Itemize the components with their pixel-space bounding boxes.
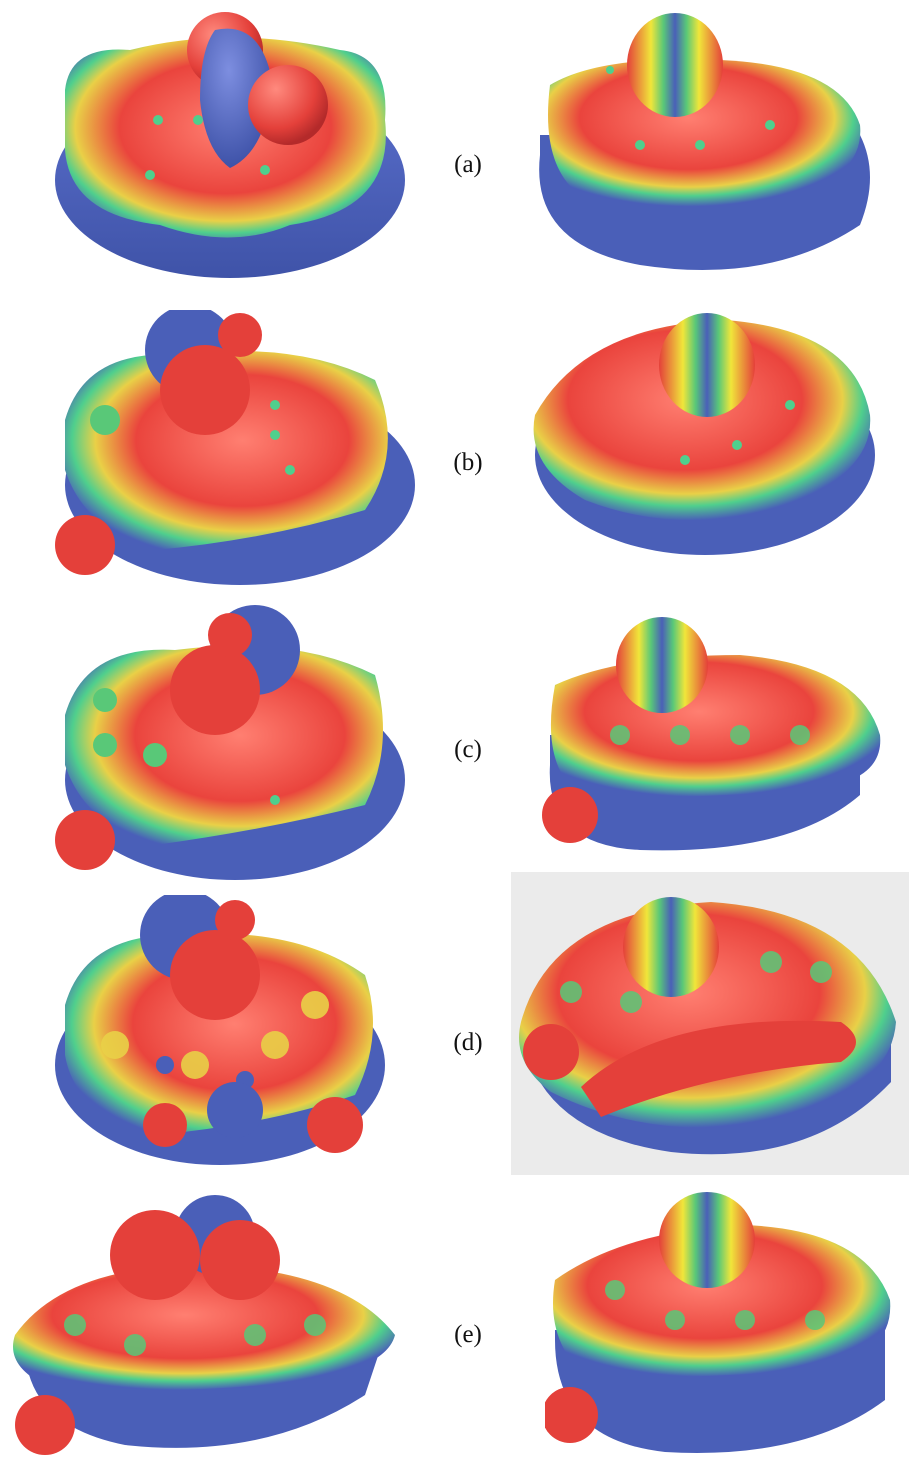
panel-label-e: (e) [454,1321,482,1348]
surface-image-e-left [5,1195,405,1460]
surface-image-d-left [45,895,390,1175]
surface-image-a-right [520,5,890,280]
surface-image-b-left [45,310,425,590]
surface-image-b-right [525,295,885,570]
panel-label-a: (a) [454,151,482,178]
panel-label-b: (b) [453,449,483,476]
surface-image-c-right [540,615,890,855]
surface-image-c-left [45,605,415,885]
panel-label-d: (d) [453,1029,483,1056]
panel-label-c: (c) [454,736,482,763]
surface-image-a-left [40,10,420,285]
surface-image-e-right [545,1190,900,1460]
surface-image-d-right-panel [511,872,909,1175]
